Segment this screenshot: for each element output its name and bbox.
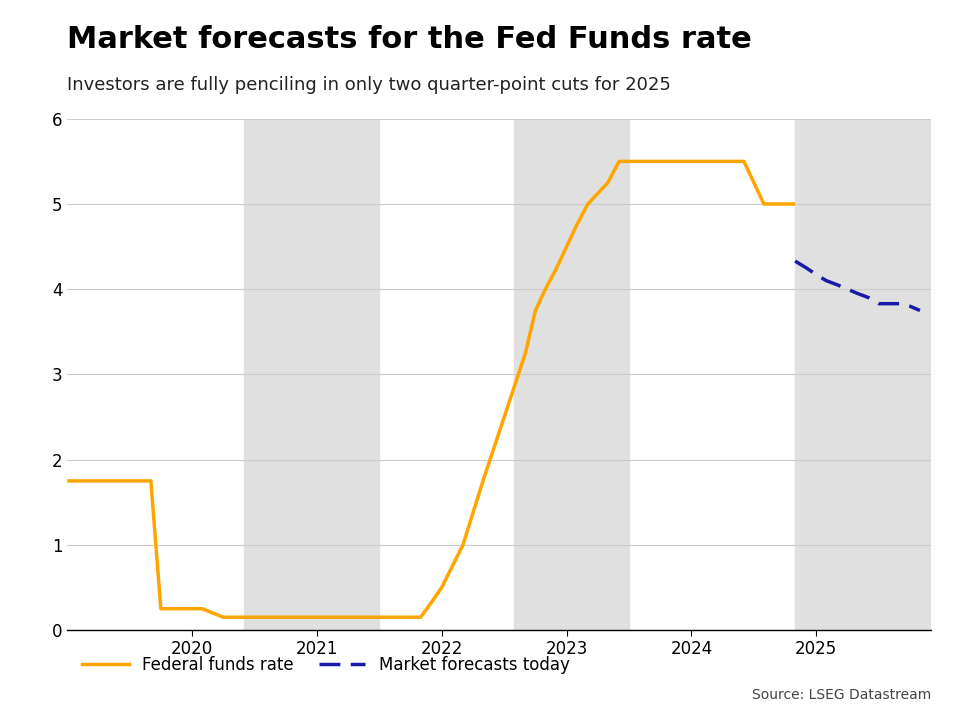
Text: Investors are fully penciling in only two quarter-point cuts for 2025: Investors are fully penciling in only tw… xyxy=(67,76,671,94)
Federal funds rate xyxy=(738,157,750,166)
Federal funds rate xyxy=(623,157,635,166)
Market forecasts today xyxy=(789,257,801,266)
Market forecasts today xyxy=(873,300,884,308)
Market forecasts today xyxy=(801,264,812,272)
Federal funds rate xyxy=(551,264,563,272)
Federal funds rate xyxy=(477,477,489,485)
Federal funds rate xyxy=(769,199,780,208)
Line: Federal funds rate: Federal funds rate xyxy=(67,161,795,617)
Federal funds rate xyxy=(789,199,801,208)
Market forecasts today xyxy=(831,281,843,289)
Market forecasts today xyxy=(810,271,822,279)
Market forecasts today xyxy=(852,289,863,298)
Federal funds rate xyxy=(780,199,791,208)
Federal funds rate xyxy=(145,477,156,485)
Federal funds rate xyxy=(748,179,759,187)
Federal funds rate xyxy=(426,598,438,606)
Bar xyxy=(795,119,941,630)
Text: Source: LSEG Datastream: Source: LSEG Datastream xyxy=(752,688,931,702)
Market forecasts today xyxy=(842,285,853,294)
Federal funds rate xyxy=(436,583,447,592)
Line: Market forecasts today: Market forecasts today xyxy=(795,261,920,310)
Federal funds rate xyxy=(602,179,613,187)
Bar xyxy=(245,119,379,630)
Text: Market forecasts for the Fed Funds rate: Market forecasts for the Fed Funds rate xyxy=(67,25,752,54)
Market forecasts today xyxy=(863,294,875,302)
Federal funds rate xyxy=(613,157,625,166)
Federal funds rate xyxy=(571,221,583,230)
Market forecasts today xyxy=(904,302,916,310)
Federal funds rate xyxy=(519,348,531,357)
Federal funds rate xyxy=(758,199,770,208)
Federal funds rate xyxy=(498,413,510,421)
Federal funds rate xyxy=(415,613,426,621)
Market forecasts today xyxy=(914,306,925,315)
Federal funds rate xyxy=(196,604,207,613)
Market forecasts today xyxy=(821,276,832,285)
Federal funds rate xyxy=(156,604,167,613)
Federal funds rate xyxy=(561,242,572,251)
Legend: Federal funds rate, Market forecasts today: Federal funds rate, Market forecasts tod… xyxy=(76,649,576,680)
Federal funds rate xyxy=(373,613,385,621)
Federal funds rate xyxy=(61,477,73,485)
Market forecasts today xyxy=(894,300,905,308)
Federal funds rate xyxy=(364,613,375,621)
Federal funds rate xyxy=(530,306,541,315)
Bar xyxy=(515,119,629,630)
Federal funds rate xyxy=(540,285,551,294)
Federal funds rate xyxy=(457,541,468,549)
Federal funds rate xyxy=(582,199,593,208)
Federal funds rate xyxy=(218,613,229,621)
